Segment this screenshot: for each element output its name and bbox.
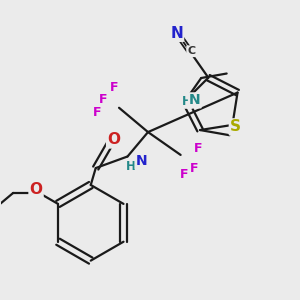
Text: N: N	[136, 154, 147, 169]
Text: O: O	[107, 132, 120, 147]
Text: H: H	[182, 95, 192, 108]
Text: S: S	[230, 119, 241, 134]
Text: N: N	[170, 26, 183, 41]
Text: F: F	[180, 168, 189, 181]
Text: O: O	[29, 182, 43, 197]
Text: F: F	[110, 81, 118, 94]
Text: C: C	[187, 46, 195, 56]
Text: F: F	[99, 93, 107, 106]
Text: F: F	[93, 106, 101, 119]
Text: F: F	[194, 142, 203, 155]
Text: H: H	[126, 160, 136, 173]
Text: F: F	[190, 162, 199, 176]
Text: N: N	[189, 93, 201, 107]
